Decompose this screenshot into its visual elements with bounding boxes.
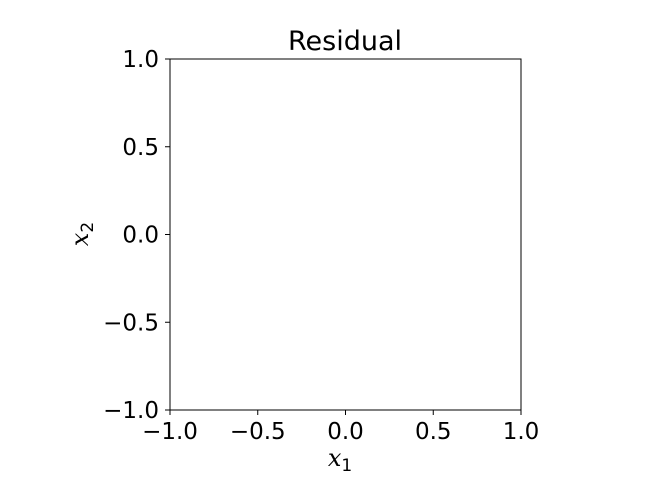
y-tick-label: −1.0: [103, 398, 159, 424]
y-axis-label-subscript: 2: [78, 222, 98, 233]
x-tick-label: −1.0: [142, 419, 198, 445]
y-axis-label: x2: [66, 222, 98, 246]
y-axis-label-main: x: [66, 232, 94, 246]
x-axis-label-main: x: [328, 444, 342, 472]
y-tick-label: 0.0: [122, 223, 159, 249]
y-axis-ticks: −1.0 −0.5 0.0 0.5 1.0: [103, 47, 170, 424]
y-tick-label: 1.0: [122, 47, 159, 73]
x-tick-label: 1.0: [503, 419, 540, 445]
x-axis-label: x1: [328, 444, 352, 476]
x-axis-ticks: −1.0 −0.5 0.0 0.5 1.0: [142, 410, 539, 445]
x-tick-label: 0.5: [415, 419, 452, 445]
y-tick-label: 0.5: [122, 135, 159, 161]
chart-title: Residual: [288, 26, 402, 57]
plot-area-frame: [169, 58, 522, 411]
x-tick-label: −0.5: [230, 419, 286, 445]
x-tick-label: 0.0: [327, 419, 364, 445]
x-axis-label-subscript: 1: [341, 456, 352, 476]
y-tick-label: −0.5: [103, 310, 159, 336]
